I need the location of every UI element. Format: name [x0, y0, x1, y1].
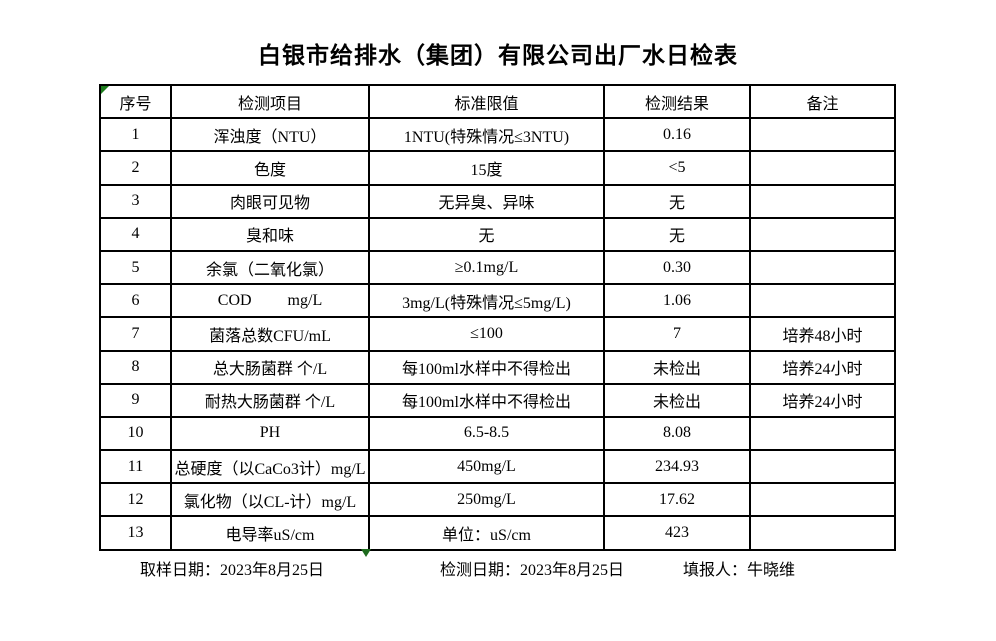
- cell-remark: [749, 117, 896, 153]
- cell-result: 17.62: [603, 482, 751, 518]
- cell-item: 总硬度（以CaCo3计）mg/L: [170, 449, 370, 485]
- table-row: 1 浑浊度（NTU） 1NTU(特殊情况≤3NTU) 0.16: [99, 117, 896, 153]
- column-header-result: 检测结果: [603, 83, 751, 120]
- cell-seq: 9: [99, 382, 172, 418]
- cell-remark: [749, 415, 896, 452]
- cell-error-indicator-icon: [101, 86, 109, 94]
- cell-remark: [749, 283, 896, 319]
- cell-seq: 8: [99, 349, 172, 385]
- test-date-label: 检测日期：2023年8月25日: [440, 562, 625, 579]
- cell-standard: 1NTU(特殊情况≤3NTU): [368, 117, 605, 153]
- cell-item: 色度: [170, 150, 370, 186]
- cell-remark: 培养48小时: [749, 316, 896, 352]
- column-header-standard: 标准限值: [368, 83, 605, 120]
- cell-standard: 15度: [368, 150, 605, 186]
- cell-remark: [749, 183, 896, 219]
- page-title: 白银市给排水（集团）有限公司出厂水日检表: [258, 43, 738, 68]
- table-row: 10 PH 6.5-8.5 8.08: [99, 415, 896, 452]
- cell-result: 423: [603, 515, 751, 551]
- cell-standard: 3mg/L(特殊情况≤5mg/L): [368, 283, 605, 319]
- cell-seq: 12: [99, 482, 172, 518]
- cell-standard: 单位：uS/cm: [368, 515, 605, 551]
- table-row: 9 耐热大肠菌群 个/L 每100ml水样中不得检出 未检出 培养24小时: [99, 382, 896, 418]
- cell-item: 菌落总数CFU/mL: [170, 316, 370, 352]
- cell-result: 无: [603, 216, 751, 252]
- table-header-row: 序号 检测项目 标准限值 检测结果 备注: [99, 83, 896, 120]
- table-row: 12 氯化物（以CL-计）mg/L 250mg/L 17.62: [99, 482, 896, 518]
- cell-result: 0.16: [603, 117, 751, 153]
- table-row: 7 菌落总数CFU/mL ≤100 7 培养48小时: [99, 316, 896, 352]
- cell-seq: 13: [99, 515, 172, 551]
- cell-standard: 无: [368, 216, 605, 252]
- cell-seq: 6: [99, 283, 172, 319]
- cell-standard: 无异臭、异味: [368, 183, 605, 219]
- cell-remark: [749, 249, 896, 286]
- cell-result: 无: [603, 183, 751, 219]
- table-row: 8 总大肠菌群 个/L 每100ml水样中不得检出 未检出 培养24小时: [99, 349, 896, 385]
- table-row: 4 臭和味 无 无: [99, 216, 896, 252]
- cell-item: 余氯（二氧化氯）: [170, 249, 370, 286]
- cell-result: 未检出: [603, 382, 751, 418]
- cell-seq: 1: [99, 117, 172, 153]
- cell-remark: [749, 515, 896, 551]
- cell-standard: 450mg/L: [368, 449, 605, 485]
- cell-result: 234.93: [603, 449, 751, 485]
- cell-result: 8.08: [603, 415, 751, 452]
- cell-result: 未检出: [603, 349, 751, 385]
- table-row: 13 电导率uS/cm 单位：uS/cm 423: [99, 515, 896, 551]
- cell-standard: 每100ml水样中不得检出: [368, 349, 605, 385]
- table-row: 2 色度 15度 <5: [99, 150, 896, 186]
- cell-remark: [749, 449, 896, 485]
- cell-seq: 4: [99, 216, 172, 252]
- cell-remark: 培养24小时: [749, 349, 896, 385]
- cell-result: 1.06: [603, 283, 751, 319]
- cell-item: 电导率uS/cm: [170, 515, 370, 551]
- water-quality-table: 序号 检测项目 标准限值 检测结果 备注 1 浑浊度（NTU） 1NTU(特殊情…: [99, 83, 896, 551]
- cell-item: PH: [170, 415, 370, 452]
- cell-result: <5: [603, 150, 751, 186]
- cell-result: 7: [603, 316, 751, 352]
- cell-item: 肉眼可见物: [170, 183, 370, 219]
- column-header-item: 检测项目: [170, 83, 370, 120]
- cell-standard: ≤100: [368, 316, 605, 352]
- cell-standard: 6.5-8.5: [368, 415, 605, 452]
- cell-item: 氯化物（以CL-计）mg/L: [170, 482, 370, 518]
- cell-seq: 10: [99, 415, 172, 452]
- table-row: 6 COD mg/L 3mg/L(特殊情况≤5mg/L) 1.06: [99, 283, 896, 319]
- cell-standard: 每100ml水样中不得检出: [368, 382, 605, 418]
- cell-seq: 7: [99, 316, 172, 352]
- selection-marker-icon: [361, 549, 371, 557]
- sampling-date-label: 取样日期：2023年8月25日: [140, 562, 325, 579]
- cell-item: 浑浊度（NTU）: [170, 117, 370, 153]
- cell-item: 臭和味: [170, 216, 370, 252]
- cell-seq: 2: [99, 150, 172, 186]
- cell-result: 0.30: [603, 249, 751, 286]
- cell-item: COD mg/L: [170, 283, 370, 319]
- column-header-seq: 序号: [99, 83, 172, 120]
- column-header-remark: 备注: [749, 83, 896, 120]
- cell-standard: ≥0.1mg/L: [368, 249, 605, 286]
- cell-item: 耐热大肠菌群 个/L: [170, 382, 370, 418]
- table-row: 11 总硬度（以CaCo3计）mg/L 450mg/L 234.93: [99, 449, 896, 485]
- cell-remark: [749, 150, 896, 186]
- cell-remark: 培养24小时: [749, 382, 896, 418]
- table-row: 5 余氯（二氧化氯） ≥0.1mg/L 0.30: [99, 249, 896, 286]
- cell-remark: [749, 482, 896, 518]
- table-row: 3 肉眼可见物 无异臭、异味 无: [99, 183, 896, 219]
- reporter-label: 填报人：牛晓维: [683, 562, 796, 579]
- cell-seq: 3: [99, 183, 172, 219]
- cell-standard: 250mg/L: [368, 482, 605, 518]
- cell-item: 总大肠菌群 个/L: [170, 349, 370, 385]
- cell-seq: 5: [99, 249, 172, 286]
- cell-seq: 11: [99, 449, 172, 485]
- cell-remark: [749, 216, 896, 252]
